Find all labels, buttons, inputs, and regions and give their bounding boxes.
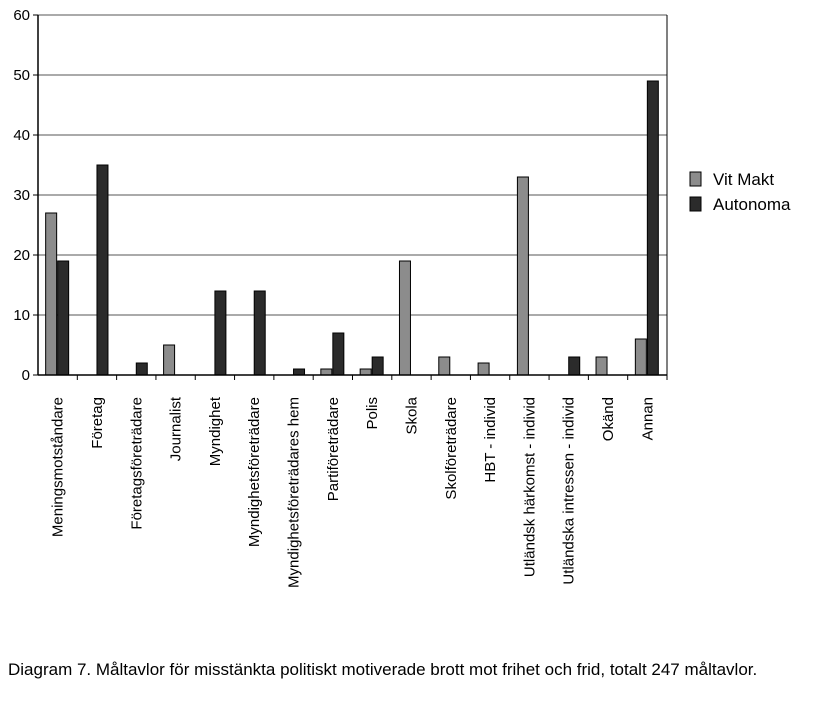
y-tick-label: 30 [13, 187, 30, 204]
x-tick-label: Myndighetsföreträdare [246, 397, 263, 547]
x-tick-label: Annan [639, 397, 656, 440]
bar-vit-makt [634, 338, 647, 376]
bar-vit-makt [398, 260, 411, 376]
bar-autonoma [253, 290, 266, 376]
bar-vit-makt [477, 362, 490, 376]
legend: Vit Makt Autonoma [689, 170, 791, 214]
x-tick-label: Polis [364, 397, 381, 430]
bar-chart: 0 10 20 30 40 50 60 Meningsmotståndare Företag F… [13, 7, 791, 588]
bar-vit-makt [163, 344, 176, 376]
x-tick-label: Skola [403, 396, 420, 434]
bar-autonoma [214, 290, 227, 376]
x-tick-label: Myndighetsföreträdares hem [286, 397, 303, 588]
legend-label: Autonoma [713, 195, 791, 214]
y-tick-label: 0 [22, 367, 30, 384]
x-tick-label: Utländsk härkomst - individ [521, 397, 538, 577]
bar-vit-makt [595, 356, 608, 376]
bar-vit-makt [45, 212, 58, 376]
y-tick-label: 20 [13, 247, 30, 264]
gridlines [38, 14, 667, 316]
x-tick-label: Partiföreträdare [325, 397, 342, 501]
x-tick-label: Okänd [600, 397, 617, 441]
legend-swatch [689, 171, 702, 187]
y-tick-label: 50 [13, 67, 30, 84]
x-tick-label: Meningsmotståndare [50, 397, 67, 537]
x-tick-label: Journalist [168, 396, 185, 461]
y-tick-label: 60 [13, 7, 30, 24]
x-tick-label: Skolföreträdare [443, 397, 460, 500]
y-tick-label: 10 [13, 307, 30, 324]
bar-autonoma [646, 80, 659, 376]
x-tick-labels: Meningsmotståndare Företag Företagsföreträ… [50, 396, 657, 588]
bar-autonoma [57, 260, 70, 376]
bar-vit-makt [359, 368, 372, 376]
x-tick-label: Företag [89, 397, 106, 449]
bar-autonoma [371, 356, 384, 376]
bar-vit-makt [438, 356, 451, 376]
x-tick-label: HBT - individ [482, 397, 499, 483]
y-tick-label: 40 [13, 127, 30, 144]
bar-autonoma [135, 362, 148, 376]
bar-autonoma [96, 164, 109, 376]
bar-vit-makt [320, 368, 333, 376]
figure-caption: Diagram 7. Måltavlor för misstänkta poli… [8, 660, 758, 679]
legend-swatch [689, 196, 702, 212]
x-tick-label: Företagsföreträdare [128, 397, 145, 530]
bar-autonoma [293, 368, 306, 376]
bar-vit-makt [516, 176, 529, 376]
x-tick-label: Utländska intressen - individ [561, 397, 578, 585]
bar-autonoma [332, 332, 345, 376]
axes [33, 14, 668, 380]
bars [45, 80, 659, 376]
x-tick-label: Myndighet [207, 396, 224, 466]
legend-label: Vit Makt [713, 170, 774, 189]
bar-autonoma [568, 356, 581, 376]
y-tick-labels: 0 10 20 30 40 50 60 [13, 7, 30, 384]
